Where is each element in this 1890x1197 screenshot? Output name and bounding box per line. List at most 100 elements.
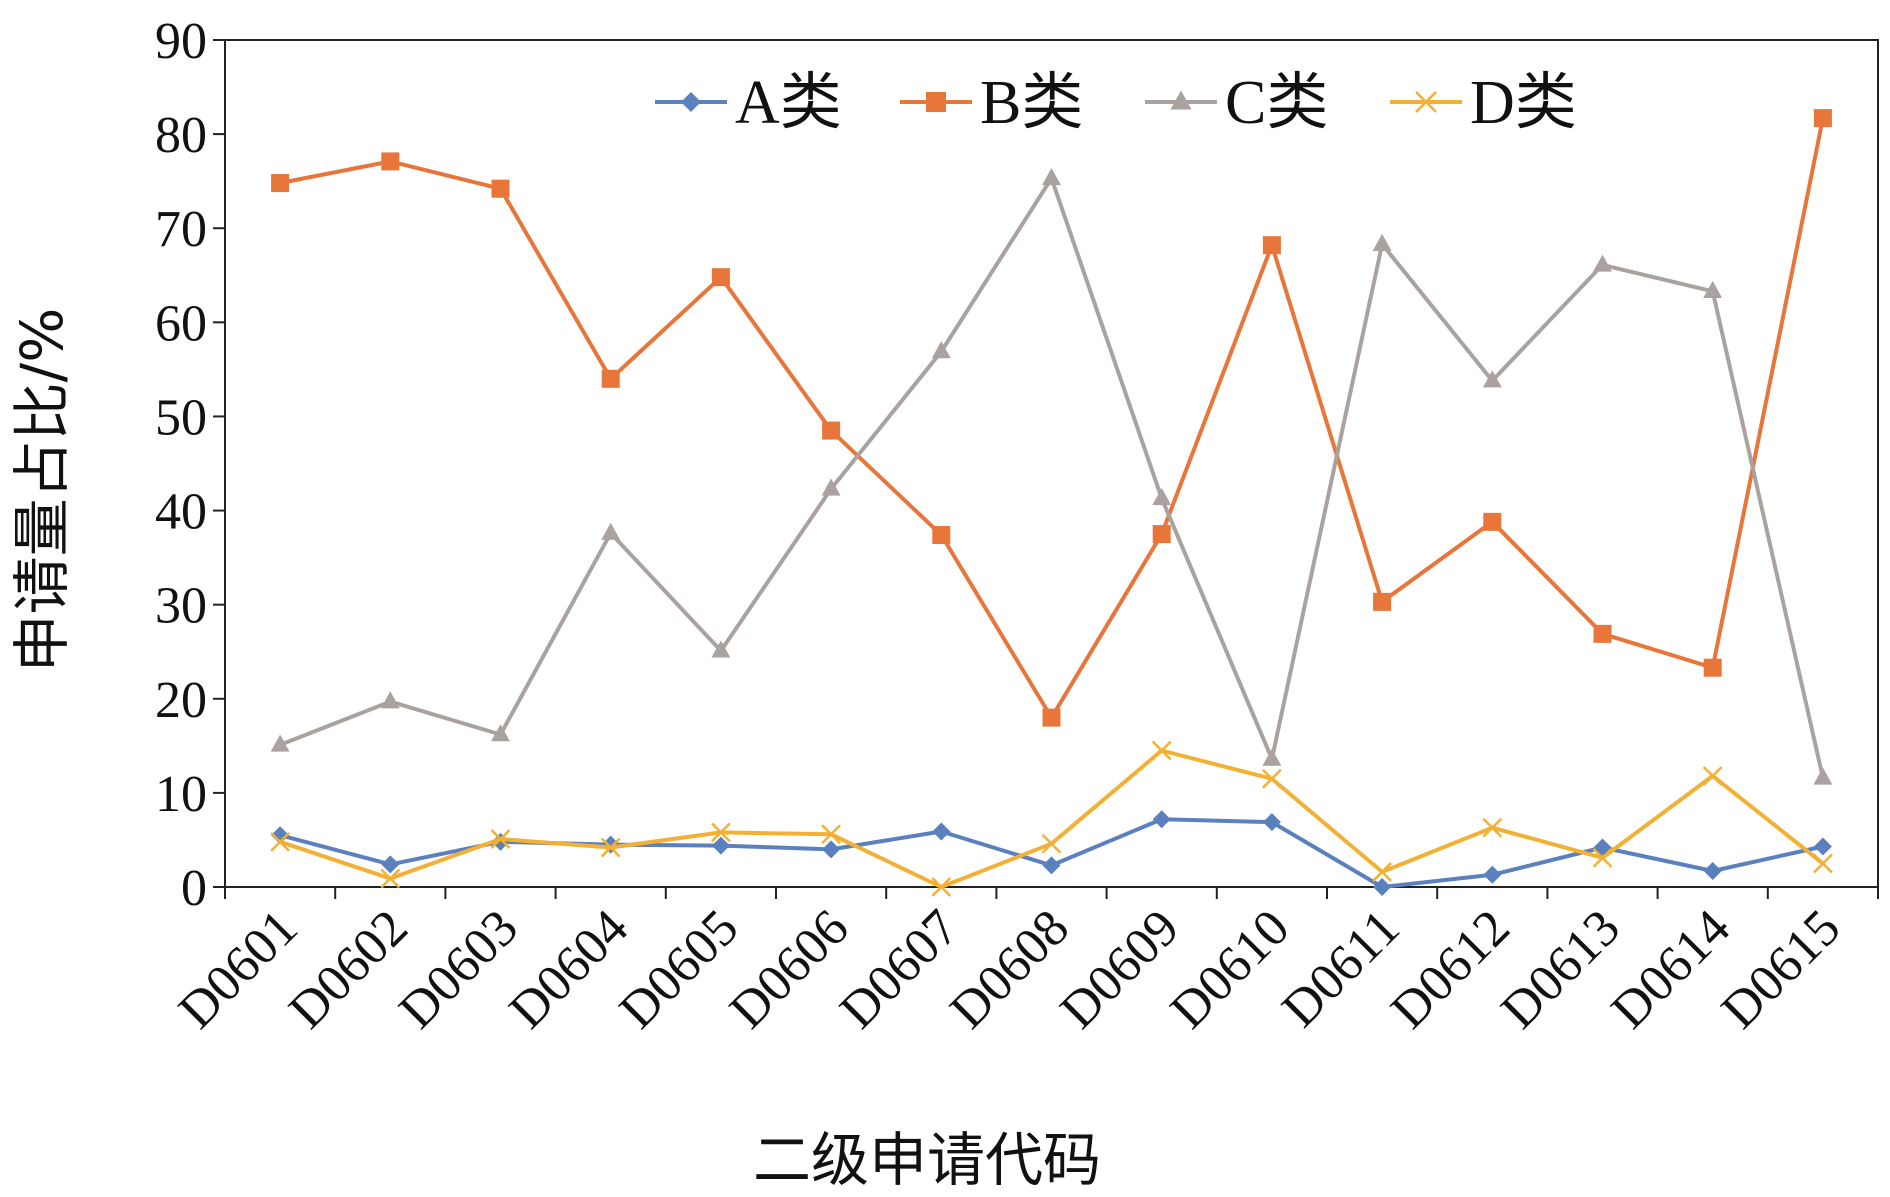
data-point <box>1262 748 1282 766</box>
data-point <box>1483 865 1502 884</box>
data-point <box>1262 813 1281 832</box>
y-tick-label: 10 <box>155 766 207 823</box>
y-tick-label: 50 <box>155 389 207 446</box>
data-point <box>1042 708 1061 727</box>
series-3 <box>270 167 1833 785</box>
x-tick-label: D0612 <box>1380 899 1520 1039</box>
x-tick-label: D0603 <box>389 899 529 1039</box>
data-point <box>1703 658 1722 677</box>
data-point <box>931 341 951 359</box>
data-point <box>601 522 621 540</box>
data-point <box>1373 878 1392 896</box>
series-layer <box>270 109 1833 897</box>
series-line <box>279 117 1825 720</box>
data-point <box>711 822 731 843</box>
legend-swatch-marker <box>681 92 701 112</box>
data-point <box>1041 833 1062 854</box>
legend-swatch-marker <box>926 92 946 112</box>
data-point <box>1702 766 1723 786</box>
x-tick-label: D0601 <box>168 899 308 1039</box>
data-point <box>1482 370 1502 388</box>
data-point <box>1703 862 1722 881</box>
data-point <box>380 868 401 889</box>
data-point <box>600 837 621 858</box>
legend-swatch-marker <box>1415 91 1437 113</box>
data-point <box>1042 856 1061 875</box>
data-point <box>1483 512 1502 531</box>
data-point <box>1372 233 1392 251</box>
data-point <box>490 829 511 849</box>
data-point <box>1262 768 1282 789</box>
data-point <box>822 421 841 440</box>
x-tick-label: D0607 <box>829 899 969 1039</box>
data-point <box>1262 236 1281 255</box>
x-tick-label: D0604 <box>499 899 639 1039</box>
data-point <box>931 877 952 897</box>
x-tick-label: D0609 <box>1050 899 1190 1039</box>
data-point <box>711 836 730 855</box>
x-tick-label: D0614 <box>1601 899 1741 1039</box>
data-point <box>1593 624 1612 643</box>
x-tick-label: D0602 <box>278 899 418 1039</box>
x-tick-label: D0615 <box>1711 899 1851 1039</box>
y-tick-label: 40 <box>155 484 207 541</box>
legend-item: B类 <box>900 69 1083 137</box>
data-point <box>491 724 510 742</box>
legend-item: A类 <box>655 69 842 137</box>
data-point <box>270 734 290 752</box>
y-tick-label: 20 <box>155 672 207 729</box>
series-line <box>279 176 1825 779</box>
data-point <box>1152 810 1171 829</box>
data-point <box>1703 280 1723 299</box>
legend-label: D类 <box>1470 69 1577 137</box>
data-point <box>932 526 951 545</box>
data-point <box>381 152 400 171</box>
data-point <box>1813 853 1833 874</box>
y-tick-label: 90 <box>155 13 207 70</box>
data-point <box>271 174 290 193</box>
legend-label: A类 <box>735 69 842 137</box>
x-tick-label: D0613 <box>1491 899 1631 1039</box>
x-tick-label: D0608 <box>940 899 1080 1039</box>
x-tick-label: D0606 <box>719 899 859 1039</box>
y-tick-label: 60 <box>155 295 207 352</box>
data-point <box>380 691 400 709</box>
data-point <box>1813 767 1833 785</box>
data-point <box>1482 817 1503 838</box>
x-axis-title: 二级申请代码 <box>753 1126 1101 1194</box>
data-point <box>601 369 620 388</box>
data-point <box>711 640 731 658</box>
data-point <box>821 478 841 496</box>
data-point <box>271 826 290 845</box>
data-point <box>1813 837 1832 856</box>
data-point <box>381 855 400 874</box>
data-point <box>491 832 510 851</box>
data-point <box>491 179 510 198</box>
x-tick-label: D0611 <box>1272 899 1411 1038</box>
data-point <box>821 824 841 845</box>
y-tick-label: 30 <box>155 578 207 635</box>
legend-item: C类 <box>1145 69 1328 137</box>
data-point <box>711 268 730 287</box>
data-point <box>270 831 290 852</box>
plot-frame <box>224 39 1879 888</box>
series-2 <box>271 109 1832 727</box>
data-point <box>1151 740 1172 761</box>
legend-label: C类 <box>1225 69 1328 137</box>
data-point <box>1042 167 1061 186</box>
y-tick-label: 70 <box>155 201 207 258</box>
y-axis: 0 10 20 30 40 50 60 70 80 90 <box>155 13 225 917</box>
plot-border <box>224 39 1879 888</box>
y-axis-title: 申请量占比/% <box>8 308 76 673</box>
data-point <box>1152 525 1171 544</box>
data-point <box>1813 109 1832 128</box>
legend-item: D类 <box>1390 69 1577 137</box>
data-point <box>1152 487 1172 506</box>
y-tick-label: 80 <box>155 107 207 164</box>
data-point <box>932 822 951 841</box>
legend-swatch-marker <box>1170 90 1192 110</box>
data-point <box>822 840 841 859</box>
x-axis: D0601D0602D0603D0604D0605D0606D0607D0608… <box>168 887 1879 1040</box>
data-point <box>1593 254 1612 272</box>
legend: A类 B类 C类 D类 <box>655 69 1577 137</box>
